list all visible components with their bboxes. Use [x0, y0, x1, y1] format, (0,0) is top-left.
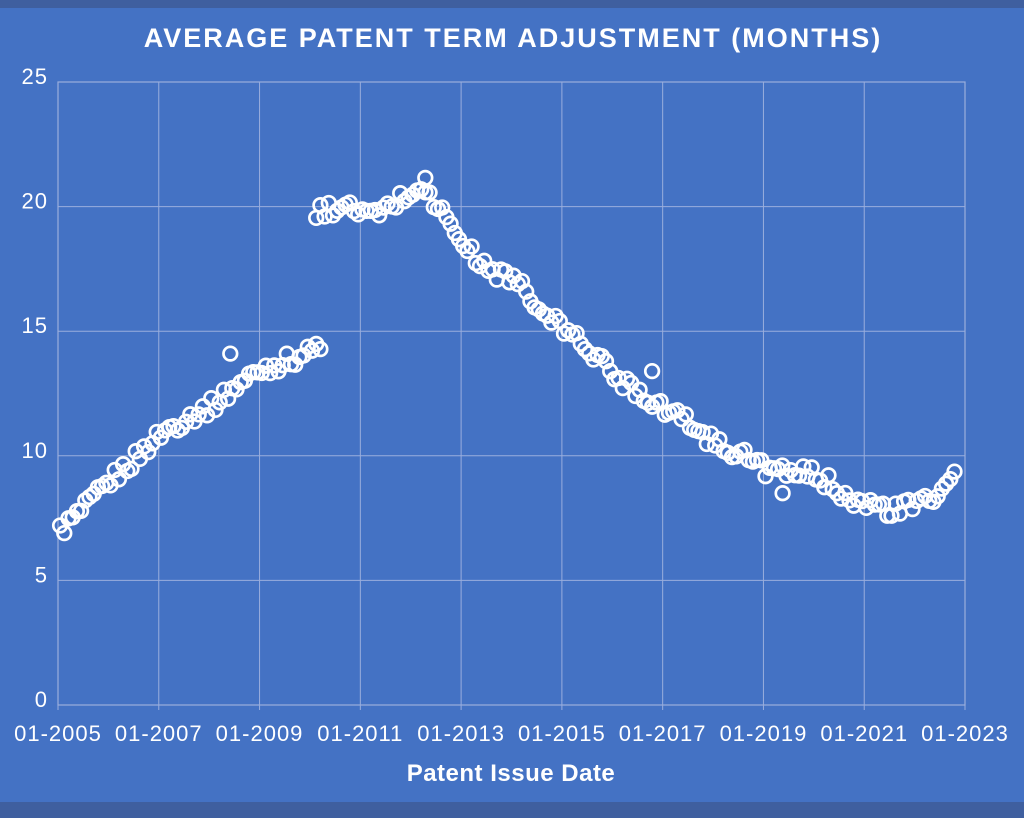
scatter-point: [614, 379, 631, 397]
scatter-point: [673, 410, 690, 428]
scatter-point: [459, 242, 476, 260]
y-tick-label: 10: [22, 438, 48, 463]
scatter-point: [618, 370, 636, 387]
scatter-point: [123, 460, 140, 478]
scatter-point: [190, 406, 207, 423]
axis-tick-labels-layer: 0 5 10 15 20 25 01-2005 01-2007 01-2009 01-2011 01…: [14, 64, 1009, 746]
scatter-point: [295, 347, 312, 364]
scatter-point: [643, 362, 661, 380]
top-band: [0, 0, 1024, 8]
bottom-band: [0, 802, 1024, 818]
scatter-point: [904, 500, 921, 518]
scatter-point: [576, 341, 594, 358]
scatter-point: [312, 340, 329, 358]
scatter-point: [110, 471, 128, 488]
scatter-point: [324, 207, 342, 224]
y-tick-label: 5: [35, 562, 48, 587]
x-tick-label: 01-2013: [417, 721, 505, 746]
scatter-point: [56, 524, 73, 542]
x-tick-label: 01-2005: [14, 721, 102, 746]
scatter-point: [774, 457, 791, 474]
scatter-point: [140, 443, 157, 461]
scatter-point: [442, 215, 459, 232]
y-tick-label: 20: [22, 189, 48, 214]
scatter-point: [476, 252, 493, 269]
scatter-points-layer: [51, 169, 963, 542]
y-tick-label: 0: [35, 687, 48, 712]
scatter-point: [820, 467, 837, 484]
chart-title: AVERAGE PATENT TERM ADJUSTMENT (MONTHS): [144, 23, 883, 53]
x-tick-label: 01-2017: [619, 721, 707, 746]
scatter-point: [669, 402, 686, 419]
scatter-point: [222, 345, 239, 362]
scatter-point: [736, 441, 753, 459]
scatter-point: [937, 475, 955, 492]
y-tick-label: 25: [22, 64, 48, 89]
y-tick-label: 15: [22, 313, 48, 338]
x-tick-label: 01-2015: [518, 721, 606, 746]
scatter-point: [421, 184, 438, 201]
scatter-point: [790, 467, 808, 484]
scatter-point: [946, 463, 963, 480]
x-tick-label: 01-2021: [820, 721, 908, 746]
scatter-point: [341, 194, 358, 211]
x-tick-label: 01-2011: [317, 721, 403, 746]
grid-layer: [57, 81, 966, 710]
scatter-point: [795, 458, 812, 475]
x-tick-label: 01-2009: [216, 721, 304, 746]
x-tick-label: 01-2023: [921, 721, 1009, 746]
x-axis-label: Patent Issue Date: [407, 760, 616, 787]
scatter-point: [417, 169, 434, 187]
scatter-point: [560, 322, 577, 339]
x-tick-label: 01-2019: [720, 721, 808, 746]
scatter-point: [463, 238, 480, 255]
scatter-point: [518, 283, 535, 300]
scatter-point: [597, 353, 615, 370]
x-tick-label: 01-2007: [115, 721, 203, 746]
scatter-point: [774, 485, 791, 502]
plot-border: [57, 81, 966, 706]
scatter-point: [434, 199, 451, 216]
